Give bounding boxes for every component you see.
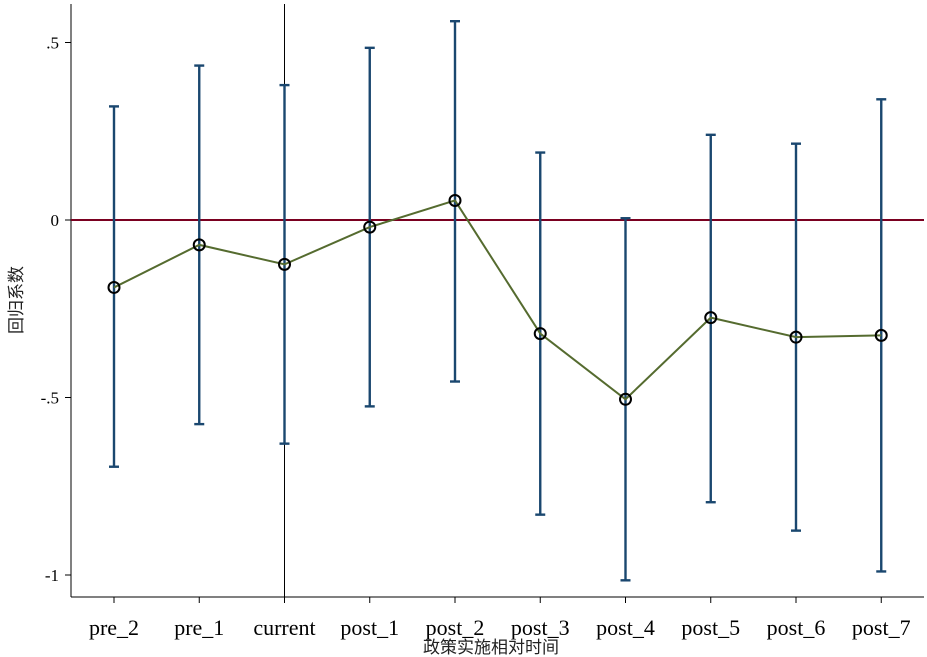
coefficient-point (533, 327, 547, 341)
y-ticks: .5 0 -.5 -1 (41, 34, 71, 585)
x-tick-label: post_4 (596, 615, 655, 640)
coefficient-point (363, 220, 377, 234)
x-tick-label: post_3 (511, 615, 570, 640)
x-tick-label: post_6 (767, 615, 826, 640)
coefficient-point (192, 238, 206, 252)
x-tick-label: current (253, 615, 315, 640)
coefficient-point (107, 280, 121, 294)
x-tick-label: post_5 (681, 615, 740, 640)
x-axis-title: 政策实施相对时间 (423, 638, 559, 657)
x-tick-label: post_2 (426, 615, 485, 640)
x-ticks: pre_2 pre_1 current post_1 post_2 post_3 post_… (89, 597, 911, 640)
y-tick-label: -.5 (41, 389, 59, 408)
coefficient-point (278, 257, 291, 271)
y-tick-label: 0 (51, 211, 60, 230)
error-bars (109, 20, 887, 582)
coefficient-line (113, 199, 882, 401)
coefficient-point (789, 330, 803, 344)
coefficient-point (448, 193, 462, 207)
y-axis-title: 回归系数 (7, 266, 27, 334)
x-tick-label: post_1 (340, 615, 399, 640)
y-tick-label: -1 (45, 566, 59, 585)
coefficient-point (704, 311, 718, 325)
x-tick-label: pre_2 (89, 615, 139, 640)
y-tick-label: .5 (46, 34, 59, 53)
coefficient-series (107, 193, 888, 406)
x-tick-label: post_7 (852, 615, 911, 640)
coefficient-point (874, 328, 888, 342)
x-tick-label: pre_1 (174, 615, 224, 640)
coefficient-point (619, 392, 632, 406)
